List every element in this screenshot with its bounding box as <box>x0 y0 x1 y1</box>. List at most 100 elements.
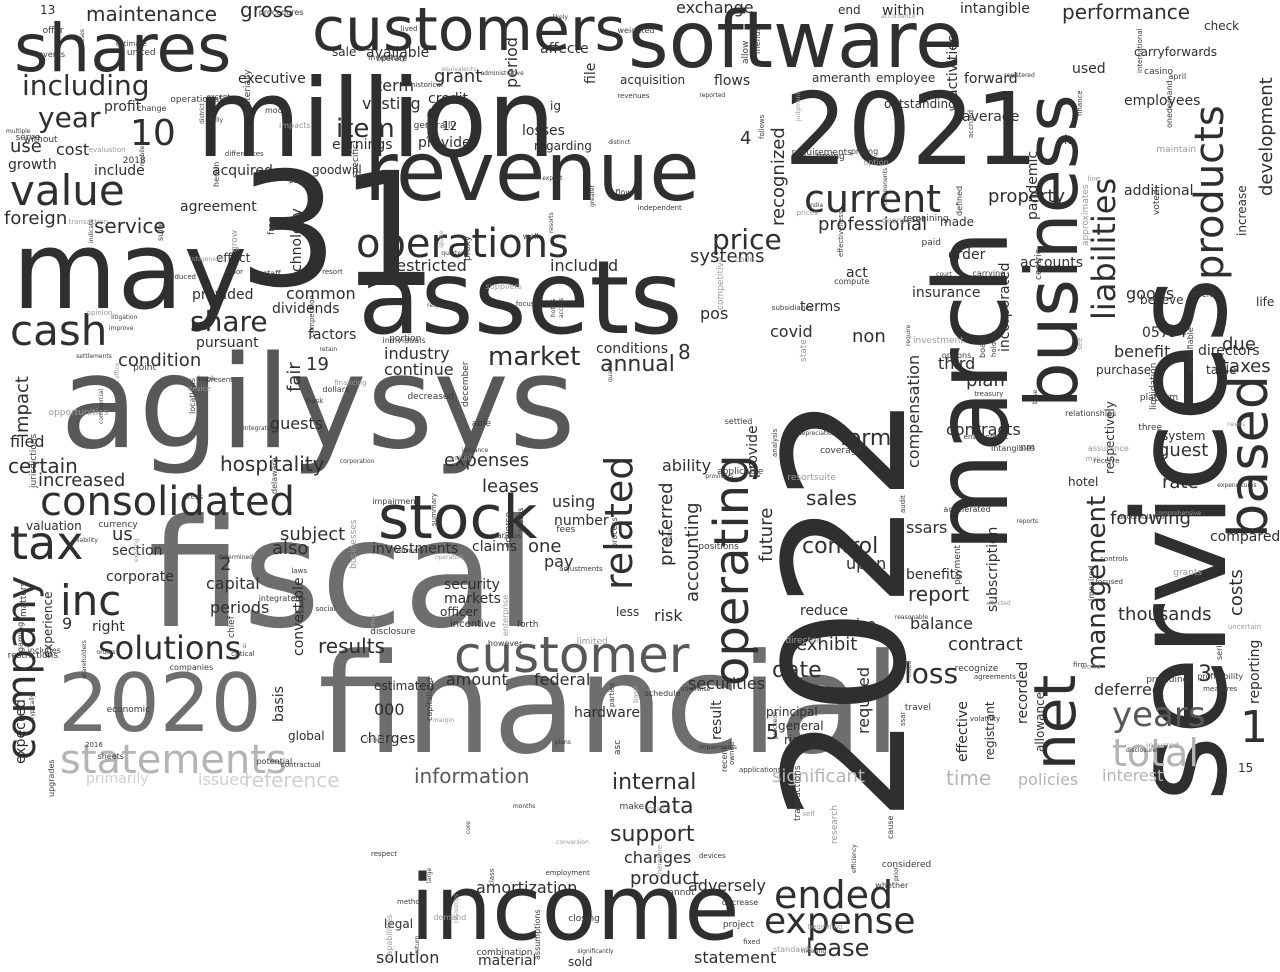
word-9: 9 <box>62 614 73 633</box>
word-tiny: significantly <box>577 948 614 956</box>
word-5: 5 <box>766 720 779 744</box>
word-tiny: cause <box>886 815 896 839</box>
word-included: included <box>550 256 619 275</box>
word-third: third <box>938 354 976 373</box>
word-number: number <box>554 513 609 529</box>
word-amount: amount <box>446 670 508 689</box>
word-tiny: weighted <box>617 25 655 35</box>
word-changes: changes <box>624 848 692 867</box>
word-recognized: recognized <box>768 127 789 226</box>
word-regarding: regarding <box>534 139 592 153</box>
word-less: less <box>616 605 640 619</box>
word-tiny: accelerated <box>943 504 991 514</box>
word-tiny: set <box>911 215 925 226</box>
word-tiny: space <box>438 229 446 248</box>
word-tiny: impairments <box>699 744 737 752</box>
word-tiny: onedemand <box>1165 80 1175 128</box>
word-tiny: meeting <box>801 947 827 955</box>
word-tiny: distinct <box>608 138 631 146</box>
word-terms: terms <box>800 299 841 315</box>
word-adversely: adversely <box>688 876 766 895</box>
word-operating: operating <box>704 454 760 686</box>
word-tiny: summary <box>430 493 439 527</box>
word-tiny: accrued <box>966 110 975 139</box>
word-tiny: suite <box>156 221 166 242</box>
word-exchange: exchange <box>676 0 754 17</box>
word-tiny: evaluation <box>88 146 126 155</box>
word-ameranth: ameranth <box>812 71 871 85</box>
word-average: average <box>962 109 1020 125</box>
word-tiny: resorts <box>547 211 555 233</box>
word-legal: legal <box>384 917 414 931</box>
word-million: million <box>196 57 556 182</box>
word-tiny: matters <box>18 581 29 617</box>
word-tiny: response <box>427 301 455 309</box>
word-future: future <box>756 507 777 562</box>
word-tiny: maintain <box>1156 145 1197 156</box>
word-tiny: nm <box>1020 443 1036 454</box>
word-ended: ended <box>774 873 894 917</box>
word-tiny: coverage <box>820 446 862 457</box>
word-expense: expense <box>764 901 916 942</box>
word-tiny: centric <box>1033 248 1044 280</box>
word-expenses: expenses <box>444 450 530 471</box>
word-tiny: includes <box>27 645 61 655</box>
word-tiny: present <box>206 376 233 385</box>
word-tiny: offer <box>42 26 64 37</box>
word-tiny: allow <box>740 40 751 65</box>
word-continue: continue <box>384 360 454 379</box>
word-tiny: relationships <box>1065 409 1117 419</box>
word-tiny: devices <box>698 852 726 861</box>
word-executive: executive <box>238 71 306 87</box>
word-development: development <box>1256 77 1277 196</box>
word-tiny: cannot <box>663 887 695 898</box>
word-tiny: world <box>1081 662 1101 671</box>
word-tiny: locations <box>187 378 197 415</box>
word-tiny: code <box>735 255 755 265</box>
word-15: 15 <box>1238 761 1254 775</box>
word-tiny: integrated <box>258 594 301 604</box>
word-tiny: economic <box>106 705 151 716</box>
word-tiny: upgrades <box>46 759 56 798</box>
word-tiny: operate <box>376 54 408 64</box>
word-annual: annual <box>600 352 675 377</box>
word-tiny: integration <box>243 425 277 433</box>
word-tiny: estimate <box>115 39 147 48</box>
word-foreign: foreign <box>4 208 68 229</box>
word-tiny: individuals <box>382 336 426 345</box>
word-tiny: series <box>1214 636 1224 660</box>
word-tiny: beginning <box>807 923 843 932</box>
word-general: general <box>778 719 824 733</box>
word-tiny: adjustments <box>559 564 603 573</box>
word-cash: cash <box>10 306 108 355</box>
word-exercise: exercise <box>818 617 876 633</box>
word-ssars: ssars <box>906 518 948 537</box>
word-tiny: liability <box>76 536 98 544</box>
word-financial: financial <box>318 624 902 785</box>
word-used: used <box>1072 61 1106 77</box>
word-additional: additional <box>1124 183 1194 199</box>
word-tiny: expenditures <box>1217 482 1257 490</box>
word-tiny: events <box>38 49 66 59</box>
word-tiny: court <box>936 271 952 279</box>
word-tiny: however <box>487 639 523 649</box>
word-tiny: owned <box>727 742 736 766</box>
word-costs: costs <box>1226 569 1247 616</box>
word-tiny: state <box>798 338 809 362</box>
word-tiny: timing <box>816 152 845 163</box>
word-affecte: affecte <box>540 41 589 57</box>
word-pursuant: pursuant <box>196 335 259 351</box>
word-tiny: efficiency <box>851 843 859 873</box>
word-registrant: registrant <box>983 701 997 760</box>
word-tiny: transaction <box>68 218 109 227</box>
word-tax: tax <box>10 516 84 570</box>
word-non: non <box>852 326 886 347</box>
word-1: 1 <box>1240 702 1268 753</box>
word-tiny: commercial <box>97 388 105 424</box>
word-tiny: resources <box>453 894 461 924</box>
word-tiny: administrative <box>480 70 524 78</box>
word-tiny: well <box>522 231 539 241</box>
word-conditions: conditions <box>596 341 669 357</box>
word-professional: professional <box>818 214 928 235</box>
word-federal: federal <box>534 670 591 689</box>
